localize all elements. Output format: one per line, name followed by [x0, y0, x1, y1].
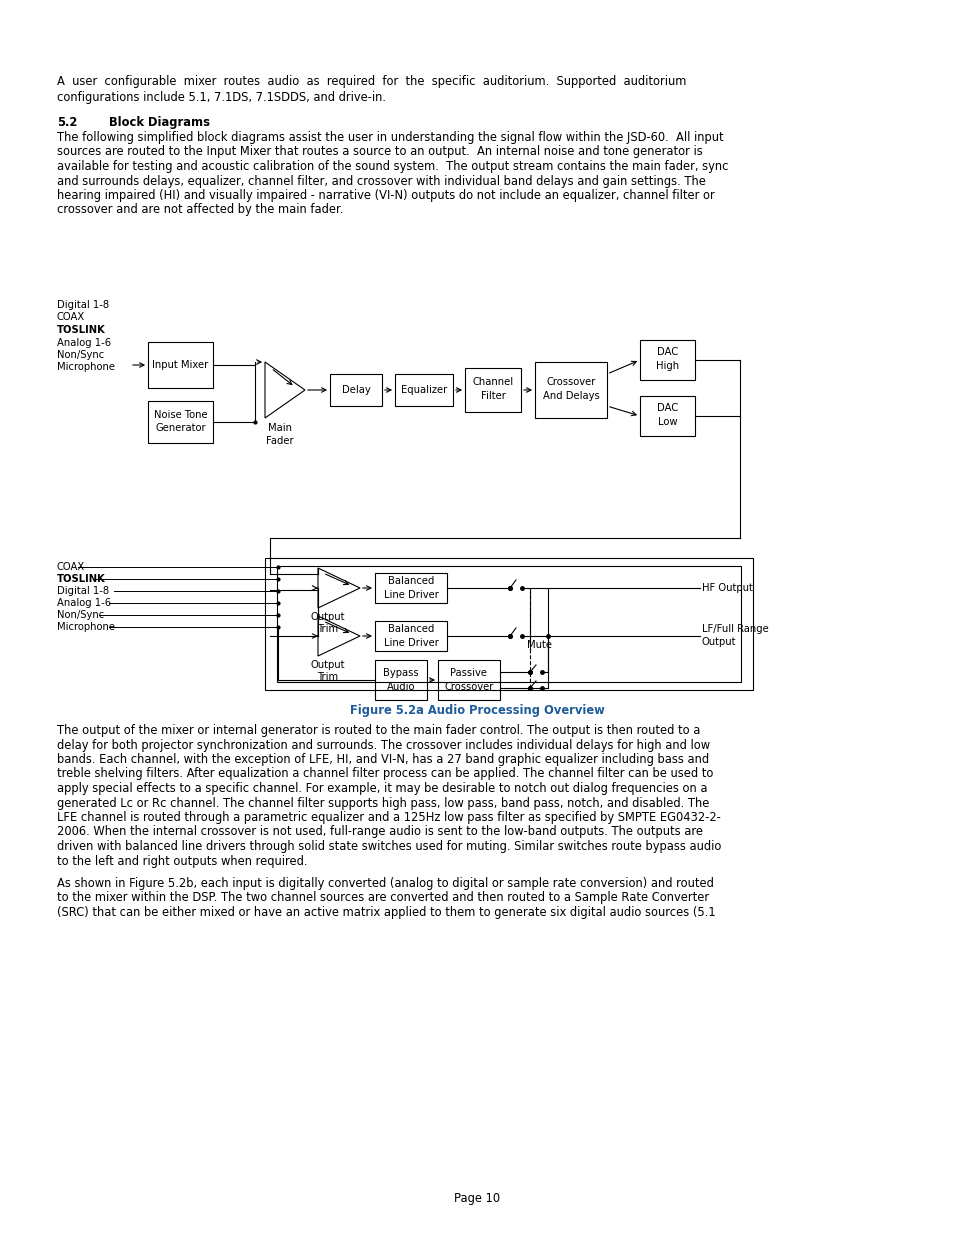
Text: Balanced: Balanced — [388, 576, 434, 585]
Text: crossover and are not affected by the main fader.: crossover and are not affected by the ma… — [57, 204, 343, 216]
Text: delay for both projector synchronization and surrounds. The crossover includes i: delay for both projector synchronization… — [57, 739, 709, 752]
Text: Output: Output — [311, 613, 345, 622]
Text: Output: Output — [701, 637, 736, 647]
Bar — [639, 340, 695, 380]
Text: Low: Low — [657, 417, 677, 427]
Text: TOSLINK: TOSLINK — [57, 325, 106, 335]
Text: Main: Main — [268, 424, 292, 433]
Text: Page 10: Page 10 — [454, 1192, 499, 1205]
Bar — [375, 659, 427, 700]
Bar — [464, 368, 520, 412]
Text: Digital 1-8: Digital 1-8 — [57, 585, 109, 597]
Text: 2006. When the internal crossover is not used, full-range audio is sent to the l: 2006. When the internal crossover is not… — [57, 825, 702, 839]
Text: driven with balanced line drivers through solid state switches used for muting. : driven with balanced line drivers throug… — [57, 840, 720, 853]
Text: bands. Each channel, with the exception of LFE, HI, and VI-N, has a 27 band grap: bands. Each channel, with the exception … — [57, 753, 708, 766]
Bar — [148, 401, 213, 443]
Text: Block Diagrams: Block Diagrams — [109, 116, 210, 128]
Bar — [639, 396, 695, 436]
Text: Analog 1-6: Analog 1-6 — [57, 337, 111, 347]
Bar — [276, 566, 740, 682]
Text: COAX: COAX — [57, 562, 85, 572]
Text: Crossover: Crossover — [444, 682, 493, 692]
Text: configurations include 5.1, 7.1DS, 7.1SDDS, and drive-in.: configurations include 5.1, 7.1DS, 7.1SD… — [57, 91, 386, 104]
Text: Line Driver: Line Driver — [383, 590, 438, 600]
Text: Channel: Channel — [472, 377, 513, 387]
Text: LFE channel is routed through a parametric equalizer and a 125Hz low pass filter: LFE channel is routed through a parametr… — [57, 811, 720, 824]
Text: HF Output: HF Output — [701, 583, 752, 593]
Text: The output of the mixer or internal generator is routed to the main fader contro: The output of the mixer or internal gene… — [57, 724, 700, 737]
Text: sources are routed to the Input Mixer that routes a source to an output.  An int: sources are routed to the Input Mixer th… — [57, 146, 702, 158]
Text: Input Mixer: Input Mixer — [152, 359, 209, 370]
Bar — [535, 362, 606, 417]
Text: DAC: DAC — [657, 403, 678, 412]
Text: Figure 5.2a Audio Processing Overview: Figure 5.2a Audio Processing Overview — [349, 704, 604, 718]
Bar — [375, 621, 447, 651]
Text: LF/Full Range: LF/Full Range — [701, 624, 768, 634]
Text: Fader: Fader — [266, 436, 294, 446]
Bar — [375, 573, 447, 603]
Bar — [395, 374, 453, 406]
Text: Passive: Passive — [450, 668, 487, 678]
Text: COAX: COAX — [57, 312, 85, 322]
Text: As shown in Figure 5.2b, each input is digitally converted (analog to digital or: As shown in Figure 5.2b, each input is d… — [57, 877, 713, 890]
Text: Trim: Trim — [317, 672, 338, 682]
Text: treble shelving filters. After equalization a channel filter process can be appl: treble shelving filters. After equalizat… — [57, 767, 713, 781]
Text: Noise Tone: Noise Tone — [153, 410, 207, 420]
Text: Analog 1-6: Analog 1-6 — [57, 598, 111, 608]
Text: Output: Output — [311, 659, 345, 671]
Text: Crossover: Crossover — [546, 377, 595, 387]
Text: Equalizer: Equalizer — [400, 385, 447, 395]
Text: Bypass: Bypass — [383, 668, 418, 678]
Text: hearing impaired (HI) and visually impaired - narrative (VI-N) outputs do not in: hearing impaired (HI) and visually impai… — [57, 189, 714, 203]
Text: available for testing and acoustic calibration of the sound system.  The output : available for testing and acoustic calib… — [57, 161, 728, 173]
Text: DAC: DAC — [657, 347, 678, 357]
Text: Balanced: Balanced — [388, 624, 434, 634]
Text: Line Driver: Line Driver — [383, 638, 438, 648]
Text: Microphone: Microphone — [57, 622, 115, 632]
Text: Mute: Mute — [527, 640, 552, 650]
Text: 5.2: 5.2 — [57, 116, 77, 128]
Text: Digital 1-8: Digital 1-8 — [57, 300, 109, 310]
Text: Delay: Delay — [341, 385, 370, 395]
Text: The following simplified block diagrams assist the user in understanding the sig: The following simplified block diagrams … — [57, 131, 723, 144]
Text: Trim: Trim — [317, 624, 338, 634]
Text: (SRC) that can be either mixed or have an active matrix applied to them to gener: (SRC) that can be either mixed or have a… — [57, 906, 715, 919]
Text: to the mixer within the DSP. The two channel sources are converted and then rout: to the mixer within the DSP. The two cha… — [57, 892, 708, 904]
Text: Filter: Filter — [480, 391, 505, 401]
Text: Microphone: Microphone — [57, 363, 115, 373]
Text: High: High — [656, 361, 679, 370]
Text: Non/Sync: Non/Sync — [57, 610, 104, 620]
Text: apply special effects to a specific channel. For example, it may be desirable to: apply special effects to a specific chan… — [57, 782, 707, 795]
Bar — [148, 342, 213, 388]
Bar — [437, 659, 499, 700]
Text: And Delays: And Delays — [542, 391, 598, 401]
Text: Generator: Generator — [155, 424, 206, 433]
Text: Audio: Audio — [386, 682, 415, 692]
Bar — [265, 558, 752, 690]
Text: Non/Sync: Non/Sync — [57, 350, 104, 359]
Text: generated Lc or Rc channel. The channel filter supports high pass, low pass, ban: generated Lc or Rc channel. The channel … — [57, 797, 709, 809]
Bar — [330, 374, 381, 406]
Text: A  user  configurable  mixer  routes  audio  as  required  for  the  specific  a: A user configurable mixer routes audio a… — [57, 75, 685, 88]
Text: and surrounds delays, equalizer, channel filter, and crossover with individual b: and surrounds delays, equalizer, channel… — [57, 174, 705, 188]
Text: to the left and right outputs when required.: to the left and right outputs when requi… — [57, 855, 307, 867]
Text: TOSLINK: TOSLINK — [57, 574, 106, 584]
